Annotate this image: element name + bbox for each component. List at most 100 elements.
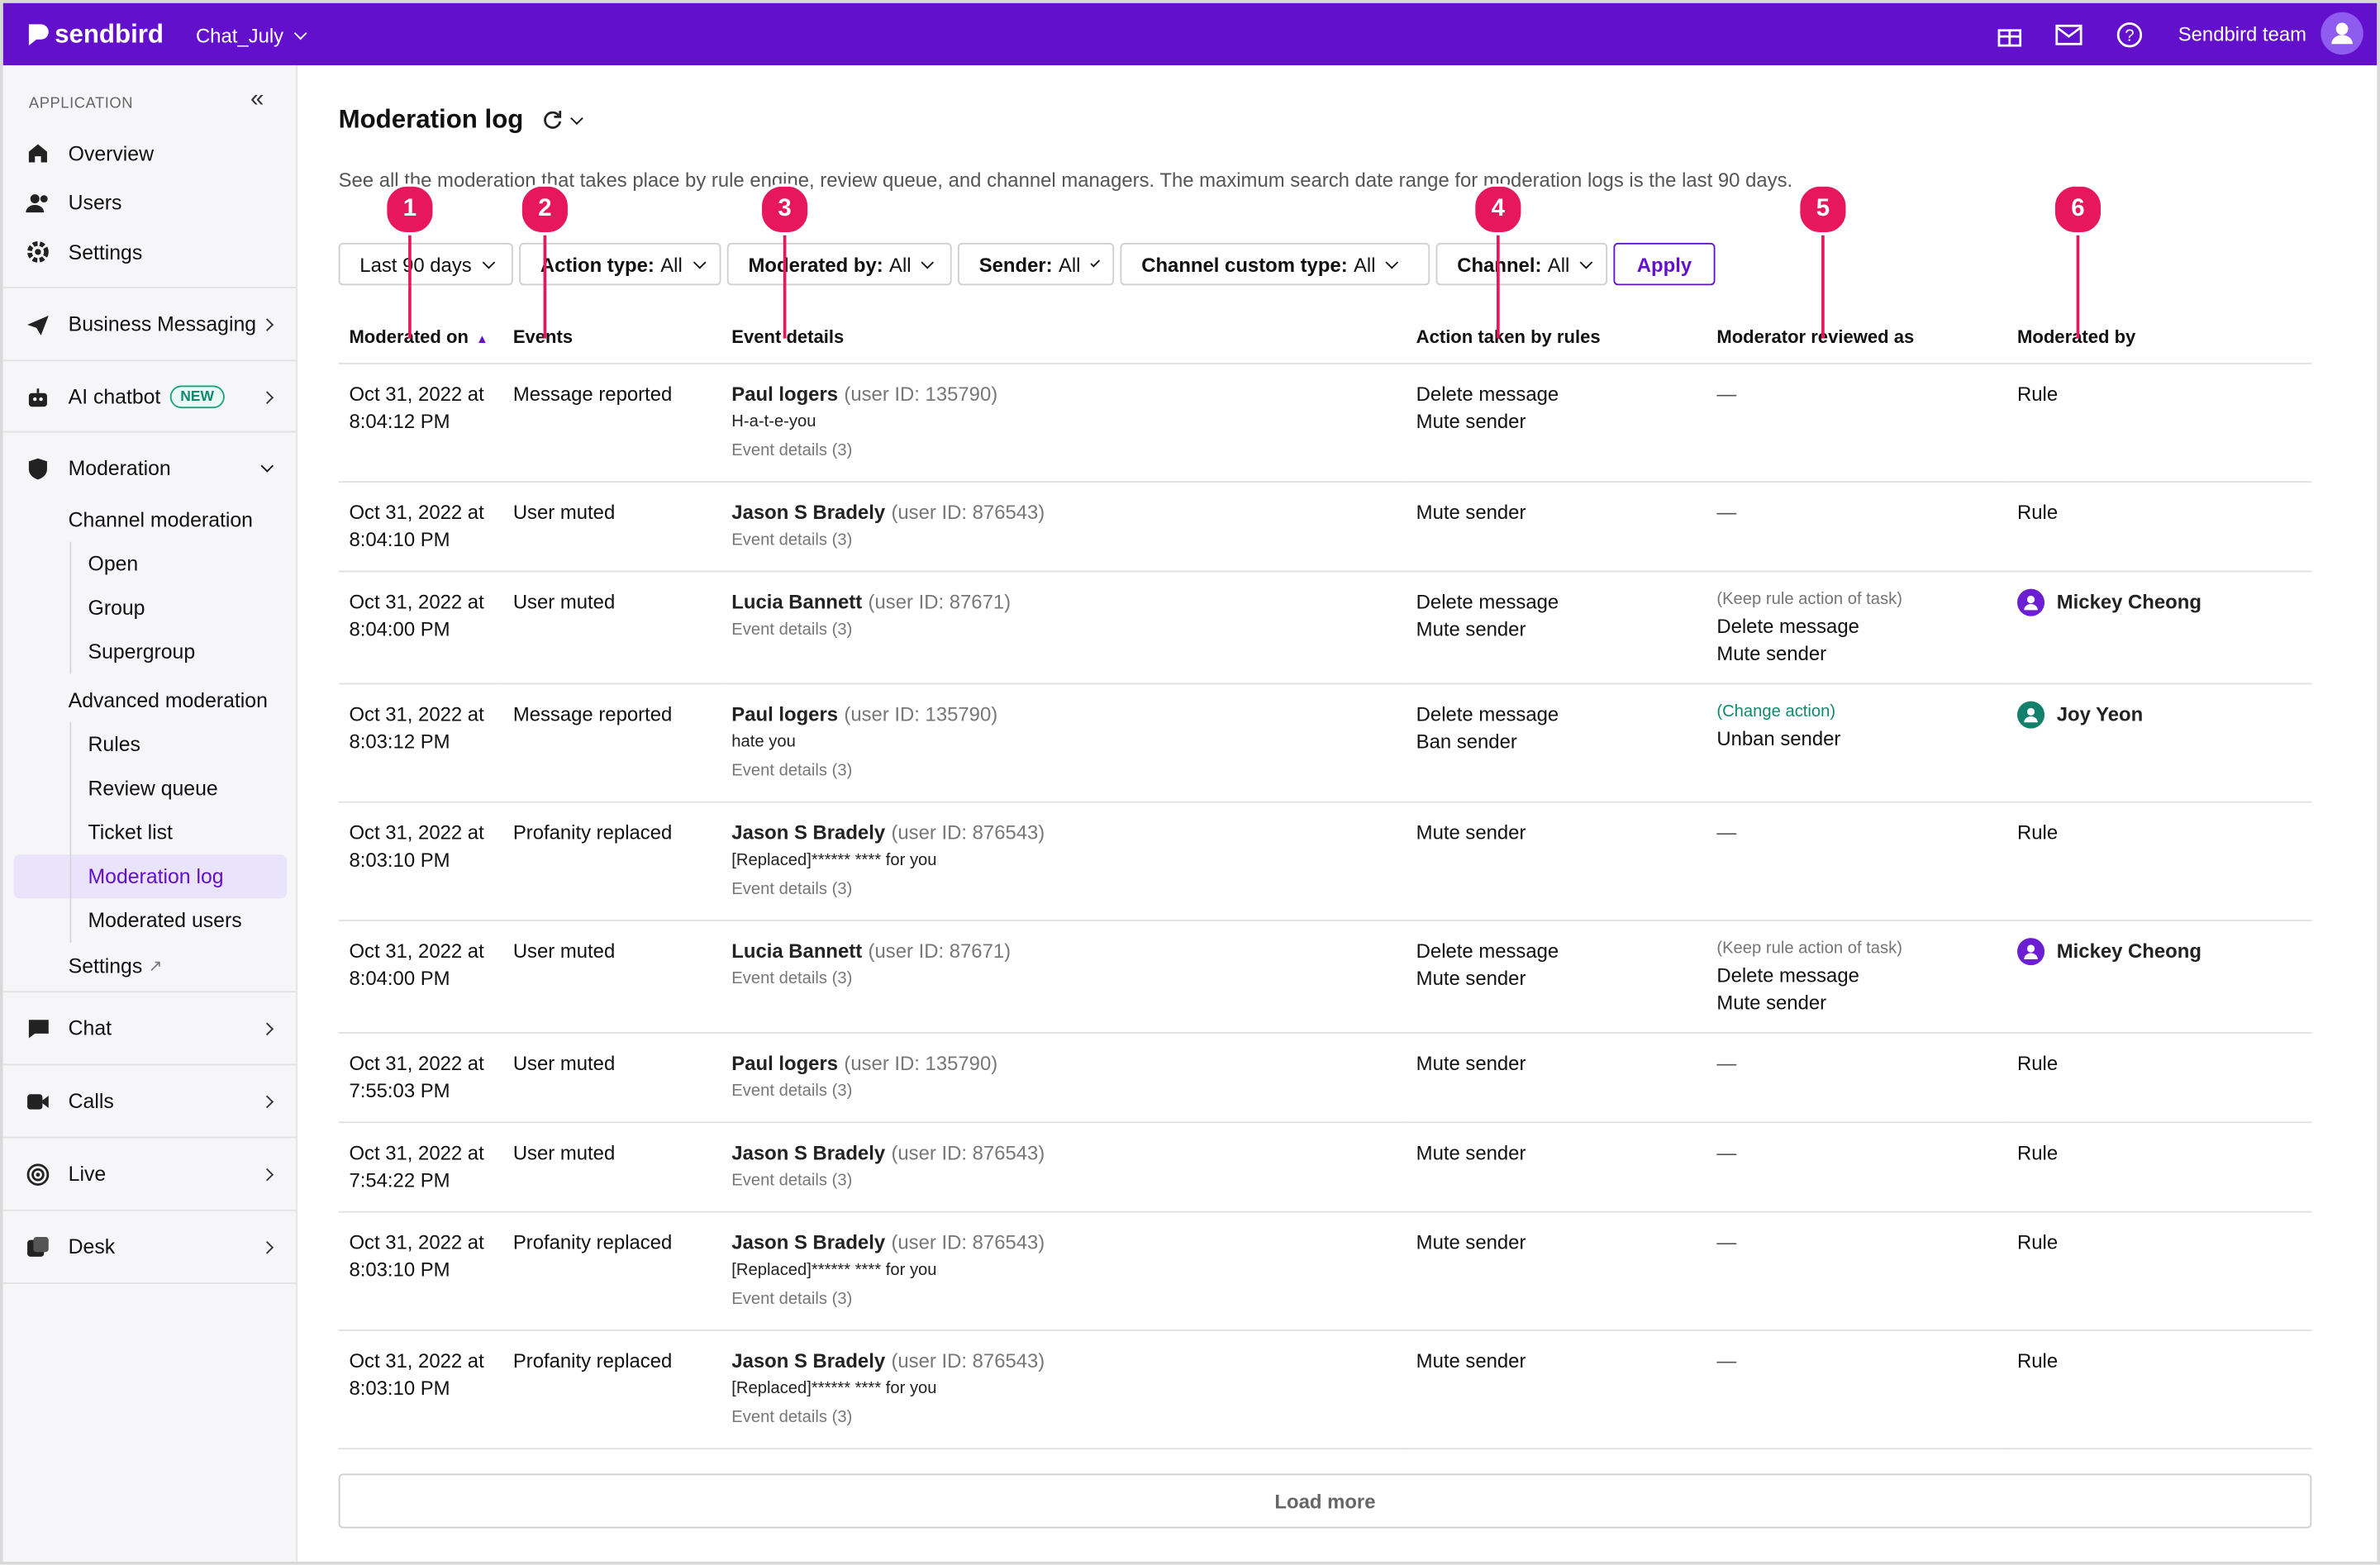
nav-item[interactable]: Live <box>3 1139 296 1210</box>
nav-label: AI chatbot <box>68 385 161 409</box>
date-text: Oct 31, 2022 at <box>349 1230 484 1254</box>
user-id: (user ID: 87671) <box>868 939 1011 963</box>
sidebar: APPLICATION « Overview Users Settings Busines… <box>2 64 298 1563</box>
review-action: Mute sender <box>1716 641 1827 665</box>
mail-icon[interactable] <box>2055 23 2082 47</box>
apply-button[interactable]: Apply <box>1613 242 1716 286</box>
details-cell: Jason S Bradely (user ID: 876543) Event de… <box>721 1122 1406 1213</box>
date-text: Oct 31, 2022 at <box>349 501 484 524</box>
event-details-link[interactable]: Event details (3) <box>731 1290 853 1309</box>
time-text: 8:04:00 PM <box>349 617 450 641</box>
filter-label: Channel custom type: <box>1141 252 1348 276</box>
filter-dropdown[interactable]: Sender: All <box>957 242 1115 286</box>
nav-item[interactable]: Users <box>3 178 296 227</box>
nav-item[interactable]: Rules <box>3 722 296 766</box>
nav-item[interactable]: Moderated users <box>3 898 296 942</box>
nav-item[interactable]: Advanced moderation <box>3 677 296 722</box>
actions-cell: Mute sender <box>1405 1330 1706 1450</box>
review-text: — <box>1716 1349 1737 1372</box>
log-row: Oct 31, 2022 at 8:03:10 PM Profanity repla… <box>338 1211 2312 1331</box>
user-name: Jason S Bradely <box>731 1349 886 1372</box>
event-details-link[interactable]: Event details (3) <box>731 530 853 549</box>
user-line: Lucia Bannett (user ID: 87671) <box>731 938 1396 965</box>
moderator-cell: Joy Yeon <box>2006 683 2312 803</box>
nav-item[interactable]: Open <box>3 542 296 586</box>
user-name[interactable]: Sendbird team <box>2178 22 2307 46</box>
time-text: 8:03:10 PM <box>349 1376 450 1400</box>
event-text: Profanity replaced <box>512 821 673 844</box>
annotation-line <box>543 232 547 339</box>
load-more-button[interactable]: Load more <box>338 1473 2312 1529</box>
moderator-cell: Rule <box>2006 1032 2312 1124</box>
gift-icon[interactable] <box>1996 21 2023 49</box>
filter-dropdown[interactable]: Channel:All <box>1435 242 1608 286</box>
review-cell: — <box>1706 1032 2007 1124</box>
nav-item[interactable]: Review queue <box>3 767 296 811</box>
review-text: — <box>1716 1230 1737 1254</box>
collapse-icon[interactable]: « <box>250 86 264 112</box>
nav-item[interactable]: AI chatbot NEW <box>3 361 296 432</box>
nav-item[interactable]: Supergroup <box>3 630 296 673</box>
user-avatar[interactable] <box>2320 12 2363 55</box>
event-details-link[interactable]: Event details (3) <box>731 621 853 640</box>
refresh-icon[interactable] <box>541 109 563 131</box>
user-name: Paul logers <box>731 702 839 725</box>
brand-name: sendbird <box>55 19 164 49</box>
column-header: Moderated by <box>2006 314 2312 364</box>
review-action: Delete message <box>1716 963 1859 987</box>
nav-item[interactable]: Settings ↗ <box>3 943 296 988</box>
date-cell: Oct 31, 2022 at 8:03:10 PM <box>338 802 502 921</box>
action-text: Delete message <box>1416 939 1559 963</box>
nav-label: Calls <box>68 1089 114 1113</box>
nav-item[interactable]: Calls <box>3 1065 296 1136</box>
event-details-link[interactable]: Event details (3) <box>731 1171 853 1191</box>
column-header[interactable]: Moderated on ▲ <box>338 314 502 364</box>
nav-item[interactable]: Moderation <box>3 432 296 503</box>
column-title: Event details <box>731 326 845 348</box>
nav-item[interactable]: Ticket list <box>3 811 296 854</box>
filter-dropdown[interactable]: Channel custom type: All <box>1120 242 1430 286</box>
moderator-cell: Mickey Cheong <box>2006 920 2312 1034</box>
tree-line <box>69 722 72 943</box>
nav-item[interactable]: Moderation log <box>13 854 288 899</box>
details-cell: Jason S Bradely (user ID: 876543) Event de… <box>721 482 1406 573</box>
action-text: Mute sender <box>1416 1141 1526 1164</box>
app-switcher[interactable]: Chat_July <box>196 24 307 47</box>
moderator-cell: Rule <box>2006 363 2312 483</box>
nav-item[interactable]: Channel moderation <box>3 497 296 542</box>
message-text: hate you <box>731 733 796 752</box>
event-cell: User muted <box>502 482 721 573</box>
brand[interactable]: sendbird <box>24 20 164 50</box>
moderator-cell: Rule <box>2006 482 2312 573</box>
event-details-link[interactable]: Event details (3) <box>731 441 853 460</box>
actions-cell: Mute sender <box>1405 1032 1706 1124</box>
actions-cell: Mute sender <box>1405 482 1706 573</box>
filter-dropdown[interactable]: Action type: All <box>519 242 721 286</box>
nav-item[interactable]: Overview <box>3 129 296 178</box>
event-details-link[interactable]: Event details (3) <box>731 1408 853 1427</box>
new-badge: NEW <box>169 385 225 409</box>
time-text: 7:55:03 PM <box>349 1078 450 1102</box>
nav-item[interactable]: Desk <box>3 1211 296 1282</box>
nav-item[interactable]: Business Messaging <box>3 288 296 359</box>
event-details-link[interactable]: Event details (3) <box>731 1082 853 1101</box>
time-text: 8:03:10 PM <box>349 1258 450 1282</box>
event-details-link[interactable]: Event details (3) <box>731 880 853 899</box>
review-action: Mute sender <box>1716 991 1827 1014</box>
time-text: 8:03:12 PM <box>349 730 450 754</box>
event-details-link[interactable]: Event details (3) <box>731 762 853 781</box>
nav-item[interactable]: Chat <box>3 992 296 1063</box>
nav-item[interactable]: Settings <box>3 228 296 277</box>
filter-dropdown[interactable]: Moderated by: All <box>726 242 952 286</box>
annotation-marker: 3 <box>759 183 811 235</box>
nav-item[interactable]: Group <box>3 586 296 630</box>
user-id: (user ID: 135790) <box>844 382 998 406</box>
log-row: Oct 31, 2022 at 8:03:12 PM Message reporte… <box>338 683 2312 803</box>
user-id: (user ID: 135790) <box>844 1051 998 1075</box>
review-cell: — <box>1706 482 2007 573</box>
date-filter[interactable]: Last 90 days <box>338 242 513 286</box>
help-icon[interactable]: ? <box>2116 21 2143 49</box>
event-details-link[interactable]: Event details (3) <box>731 969 853 988</box>
event-text: Message reported <box>512 382 673 406</box>
